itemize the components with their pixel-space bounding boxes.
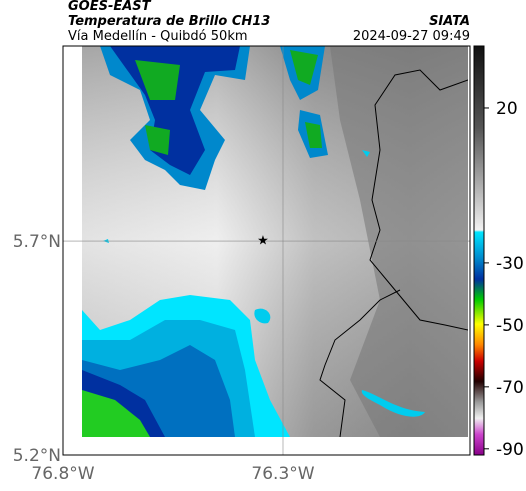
colorbar-label: -70 bbox=[496, 378, 524, 398]
colorbar-label: -50 bbox=[496, 316, 524, 336]
datetime: 2024-09-27 09:49 bbox=[353, 29, 470, 44]
map-border bbox=[62, 45, 471, 456]
satellite-image bbox=[82, 46, 468, 437]
colorbar bbox=[473, 45, 485, 456]
location-marker: ★ bbox=[257, 234, 269, 249]
lon-label: 76.8°W bbox=[31, 464, 94, 484]
title: Temperatura de Brillo CH13 bbox=[68, 14, 270, 29]
lat-label: 5.2°N bbox=[13, 446, 61, 466]
lon-label: 76.3°W bbox=[251, 464, 314, 484]
subtitle: Vía Medellín - Quibdó 50km bbox=[68, 29, 248, 44]
colorbar-label: 20 bbox=[496, 99, 518, 119]
colorbar-label: -30 bbox=[496, 254, 524, 274]
lat-label: 5.7°N bbox=[13, 232, 61, 252]
source: GOES-EAST bbox=[68, 0, 152, 14]
colorbar-label: -90 bbox=[496, 440, 524, 460]
org: SIATA bbox=[429, 14, 470, 29]
